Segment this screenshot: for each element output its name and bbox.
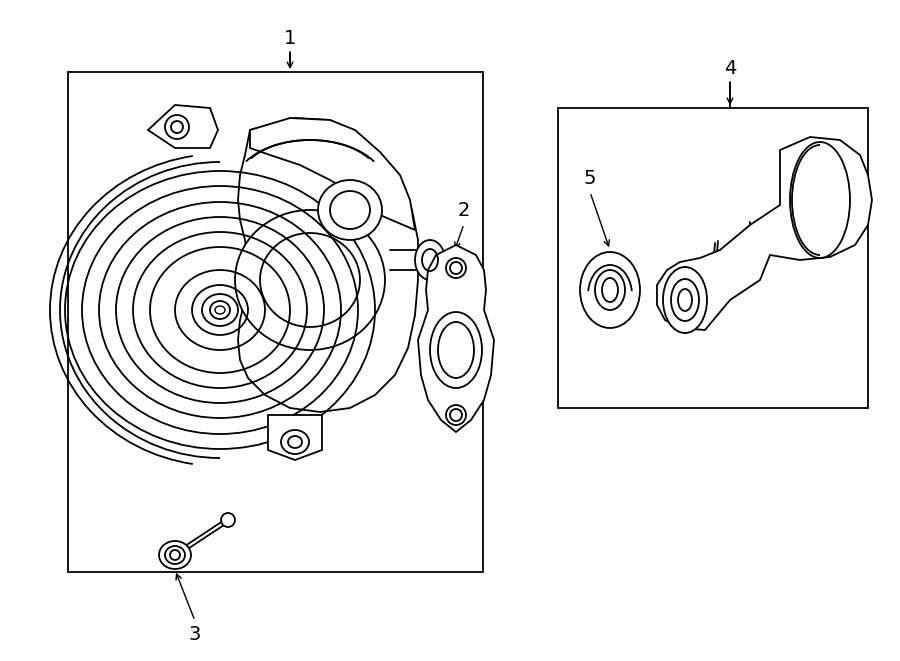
Ellipse shape <box>235 210 385 350</box>
Polygon shape <box>268 415 322 460</box>
Ellipse shape <box>663 267 707 333</box>
Ellipse shape <box>202 294 238 326</box>
Polygon shape <box>238 118 418 412</box>
Ellipse shape <box>221 513 235 527</box>
Polygon shape <box>148 105 218 148</box>
Ellipse shape <box>210 301 230 319</box>
Ellipse shape <box>281 430 309 454</box>
Text: 3: 3 <box>189 625 202 644</box>
Text: 1: 1 <box>284 28 296 48</box>
Text: 4: 4 <box>724 59 736 77</box>
Text: 2: 2 <box>458 200 470 219</box>
Ellipse shape <box>318 180 382 240</box>
Ellipse shape <box>446 405 466 425</box>
Polygon shape <box>250 118 415 230</box>
Text: 5: 5 <box>584 169 596 188</box>
Bar <box>68 72 483 572</box>
Ellipse shape <box>446 258 466 278</box>
Ellipse shape <box>415 240 445 280</box>
Ellipse shape <box>159 541 191 569</box>
Ellipse shape <box>165 115 189 139</box>
Ellipse shape <box>671 279 699 321</box>
Ellipse shape <box>790 142 850 258</box>
Polygon shape <box>172 516 230 559</box>
Ellipse shape <box>430 312 482 388</box>
Ellipse shape <box>580 252 640 328</box>
Ellipse shape <box>595 270 625 310</box>
Bar <box>558 108 868 408</box>
Polygon shape <box>657 137 872 330</box>
Polygon shape <box>418 245 494 432</box>
